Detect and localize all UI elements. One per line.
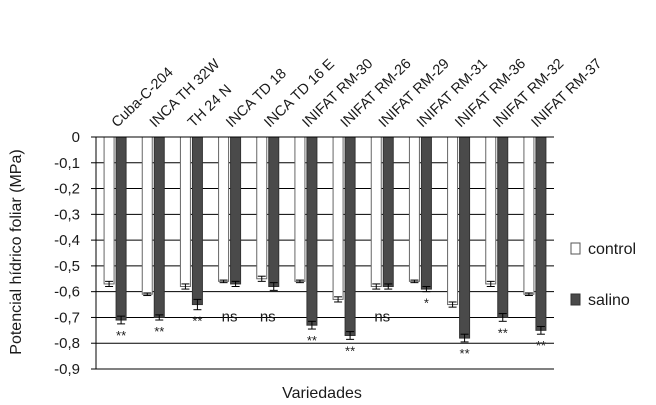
legend-item-control: control <box>570 241 636 258</box>
bar-salino <box>153 136 165 318</box>
bar-control <box>523 136 535 295</box>
bar-control <box>256 136 268 280</box>
y-tick-label: -0,5 <box>54 258 80 275</box>
bar-salino <box>497 136 509 318</box>
significance-label: * <box>424 296 429 311</box>
significance-label: ** <box>536 338 546 353</box>
error-bars <box>105 275 545 343</box>
y-tick-label: -0,8 <box>54 335 80 352</box>
bars <box>103 136 547 339</box>
y-axis-title: Potencial hídrico foliar (MPa) <box>8 149 25 354</box>
significance-label: ** <box>154 324 164 339</box>
significance-label: ** <box>192 314 202 329</box>
y-axis-ticks: 0 -0,1 -0,2 -0,3 -0,4 -0,5 -0,6 -0,7 -0,8 -0,9 <box>54 129 96 378</box>
y-tick-label: 0 <box>72 129 80 146</box>
legend-label-salino: salino <box>588 292 630 309</box>
legend-label-control: control <box>588 241 636 258</box>
bar-salino <box>230 136 242 285</box>
bar-salino <box>344 136 356 336</box>
bar-salino <box>382 136 394 288</box>
bar-salino <box>115 136 127 321</box>
legend-swatch-salino <box>570 293 581 306</box>
legend: control salino <box>570 241 636 309</box>
y-tick-label: -0,2 <box>54 181 80 198</box>
bar-control <box>294 136 306 282</box>
bar-control <box>370 136 382 288</box>
bar-salino <box>535 136 547 331</box>
significance-label: ** <box>116 328 126 343</box>
significance-label: ns <box>374 308 390 325</box>
bar-control <box>447 136 459 306</box>
significance-label: ns <box>222 308 238 325</box>
y-tick-label: -0,7 <box>54 309 80 326</box>
y-tick-label: -0,9 <box>54 361 80 378</box>
gridlines <box>96 136 554 370</box>
bar-salino <box>306 136 318 326</box>
x-axis-title: Variedades <box>282 385 362 402</box>
bar-control <box>218 136 230 282</box>
y-tick-label: -0,1 <box>54 155 80 172</box>
legend-swatch-control <box>570 242 581 255</box>
bar-control <box>408 136 420 282</box>
y-tick-label: -0,3 <box>54 206 80 223</box>
bar-control <box>332 136 344 300</box>
bar-salino <box>420 136 432 290</box>
significance-label: ns <box>260 308 276 325</box>
significance-labels: ** **** ns ns****ns******* <box>116 296 546 361</box>
bar-control <box>103 136 115 285</box>
bar-salino <box>191 136 203 306</box>
bar-control <box>141 136 153 295</box>
bar-control <box>179 136 191 288</box>
significance-label: ** <box>498 325 508 340</box>
y-tick-label: -0,4 <box>54 232 80 249</box>
bar-salino <box>459 136 471 339</box>
significance-label: ** <box>345 343 355 358</box>
bar-salino <box>268 136 280 288</box>
legend-item-salino: salino <box>570 292 630 309</box>
bar-control <box>485 136 497 285</box>
significance-label: ** <box>460 346 470 361</box>
y-tick-label: -0,6 <box>54 284 80 301</box>
significance-label: ** <box>307 333 317 348</box>
